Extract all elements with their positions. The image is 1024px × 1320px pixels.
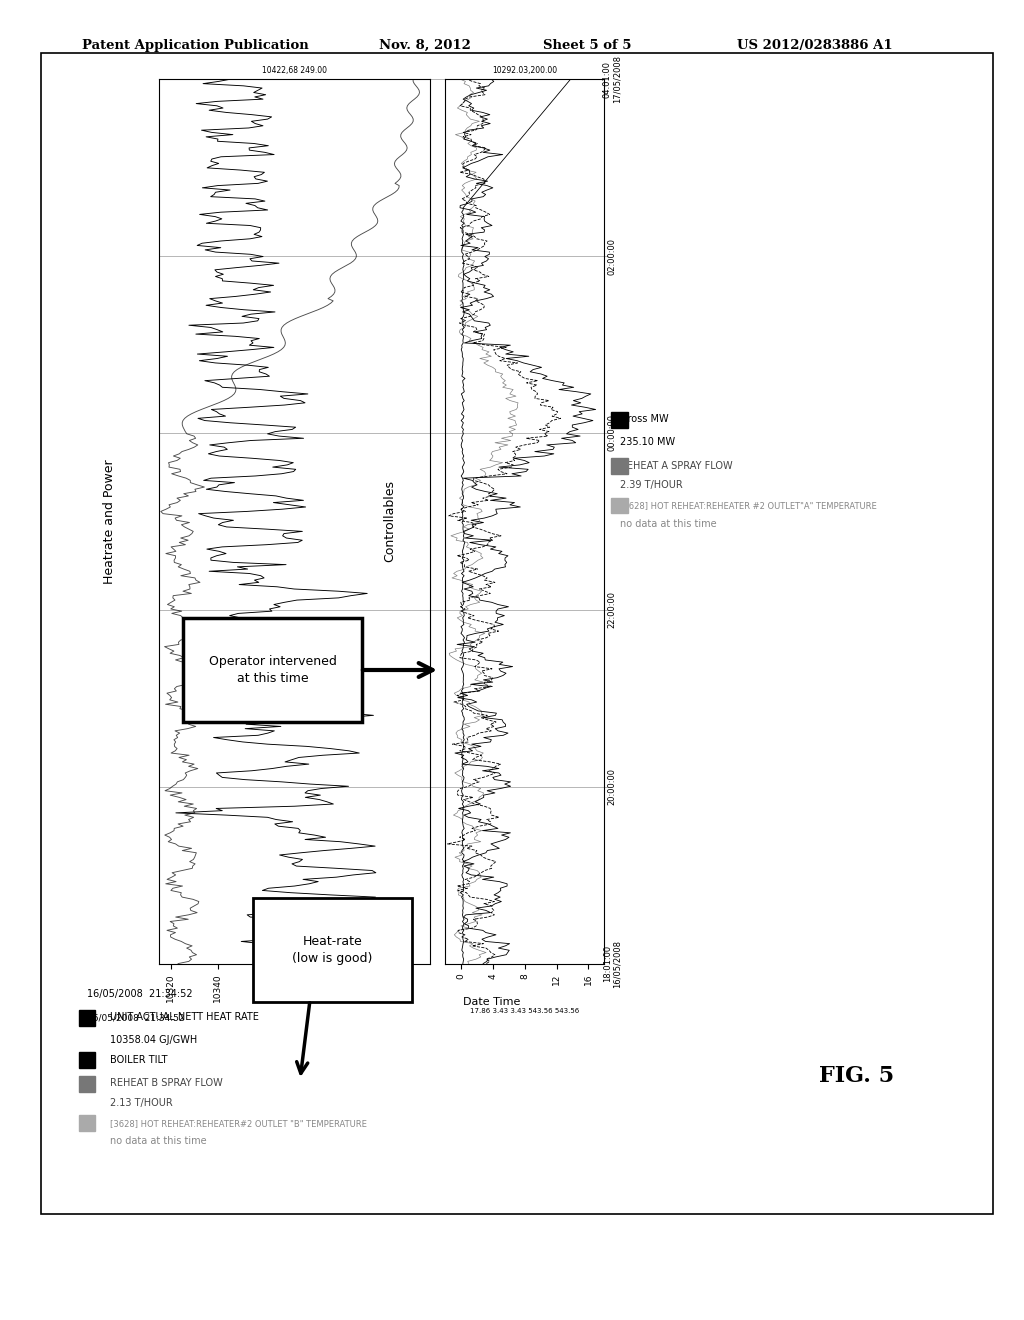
Text: Sheet 5 of 5: Sheet 5 of 5 [543,38,631,51]
Text: Controllables: Controllables [383,480,396,562]
Text: BOILER TILT: BOILER TILT [110,1055,167,1065]
Text: Nov. 8, 2012: Nov. 8, 2012 [379,38,471,51]
Text: 17.86 3.43 3.43 543.56 543.56: 17.86 3.43 3.43 543.56 543.56 [470,1008,580,1014]
Text: 02:00:00: 02:00:00 [608,238,616,275]
Text: 10422,68 249.00: 10422,68 249.00 [262,66,327,75]
Text: Operator intervened
at this time: Operator intervened at this time [209,655,337,685]
Text: Heatrate and Power: Heatrate and Power [103,459,117,583]
FancyBboxPatch shape [253,898,412,1002]
Text: 00:00:00: 00:00:00 [608,414,616,451]
Text: FIG. 5: FIG. 5 [819,1065,894,1088]
Text: 16/05/2008  21:34:52: 16/05/2008 21:34:52 [87,1014,184,1023]
Text: 2.13 T/HOUR: 2.13 T/HOUR [110,1098,172,1109]
FancyBboxPatch shape [183,618,362,722]
Text: REHEAT B SPRAY FLOW: REHEAT B SPRAY FLOW [110,1078,222,1089]
Text: 235.10 MW: 235.10 MW [620,437,675,447]
Text: 22:00:00: 22:00:00 [608,591,616,628]
Text: US 2012/0283886 A1: US 2012/0283886 A1 [737,38,893,51]
Text: 18:01:00
16/05/2008: 18:01:00 16/05/2008 [603,940,622,987]
Text: Gross MW: Gross MW [620,414,668,425]
Text: REHEAT A SPRAY FLOW: REHEAT A SPRAY FLOW [620,461,732,471]
Text: 16/05/2008  21:34:52: 16/05/2008 21:34:52 [87,989,193,999]
Text: Date Time: Date Time [463,997,520,1007]
Text: 10292.03,200.00: 10292.03,200.00 [493,66,557,75]
Text: [3628] HOT REHEAT:REHEATER #2 OUTLET"A" TEMPERATURE: [3628] HOT REHEAT:REHEATER #2 OUTLET"A" … [620,502,877,511]
Text: 04:01:00
17/05/2008: 04:01:00 17/05/2008 [603,55,622,103]
Text: no data at this time: no data at this time [110,1137,206,1147]
Text: 2.39 T/HOUR: 2.39 T/HOUR [620,480,682,491]
Text: UNIT ACTUAL NETT HEAT RATE: UNIT ACTUAL NETT HEAT RATE [110,1012,258,1023]
Text: 20:00:00: 20:00:00 [608,768,616,805]
Text: Heat-rate
(low is good): Heat-rate (low is good) [292,935,373,965]
Text: Patent Application Publication: Patent Application Publication [82,38,308,51]
Text: no data at this time: no data at this time [620,519,716,529]
Text: 10358.04 GJ/GWH: 10358.04 GJ/GWH [110,1035,197,1045]
Text: [3628] HOT REHEAT:REHEATER#2 OUTLET "B" TEMPERATURE: [3628] HOT REHEAT:REHEATER#2 OUTLET "B" … [110,1119,367,1129]
